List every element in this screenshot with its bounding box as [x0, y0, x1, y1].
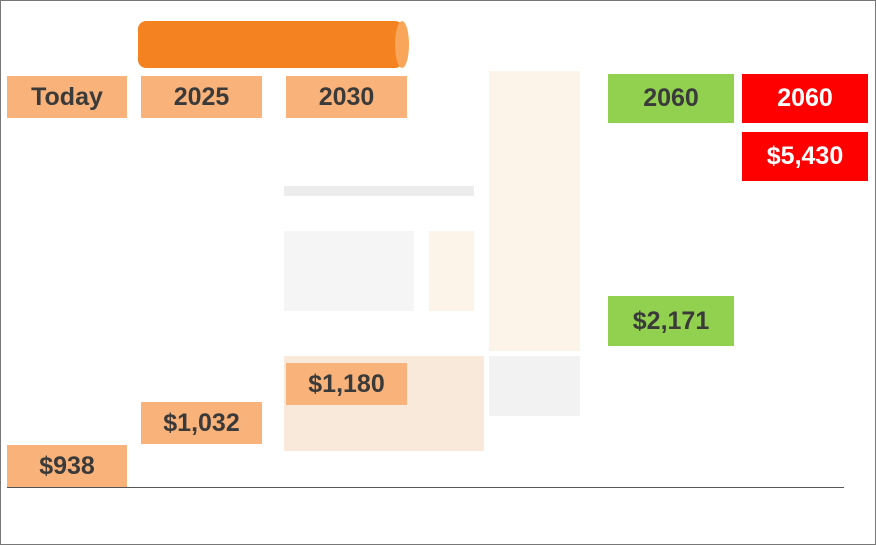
baseline	[7, 487, 844, 488]
scenario-cost: $2,171	[608, 296, 734, 346]
cost-label: $1,032	[141, 402, 262, 444]
scenario-year: 2060	[608, 74, 734, 123]
year-label: 2030	[286, 76, 407, 118]
cost-label: $1,180	[286, 363, 407, 405]
year-label: 2025	[141, 76, 262, 118]
cost-label: $938	[7, 445, 127, 487]
year-label: Today	[7, 76, 127, 118]
scenario-year: 2060	[742, 74, 868, 123]
timeline-cylinder	[138, 21, 409, 68]
scenario-cost: $5,430	[742, 132, 868, 181]
